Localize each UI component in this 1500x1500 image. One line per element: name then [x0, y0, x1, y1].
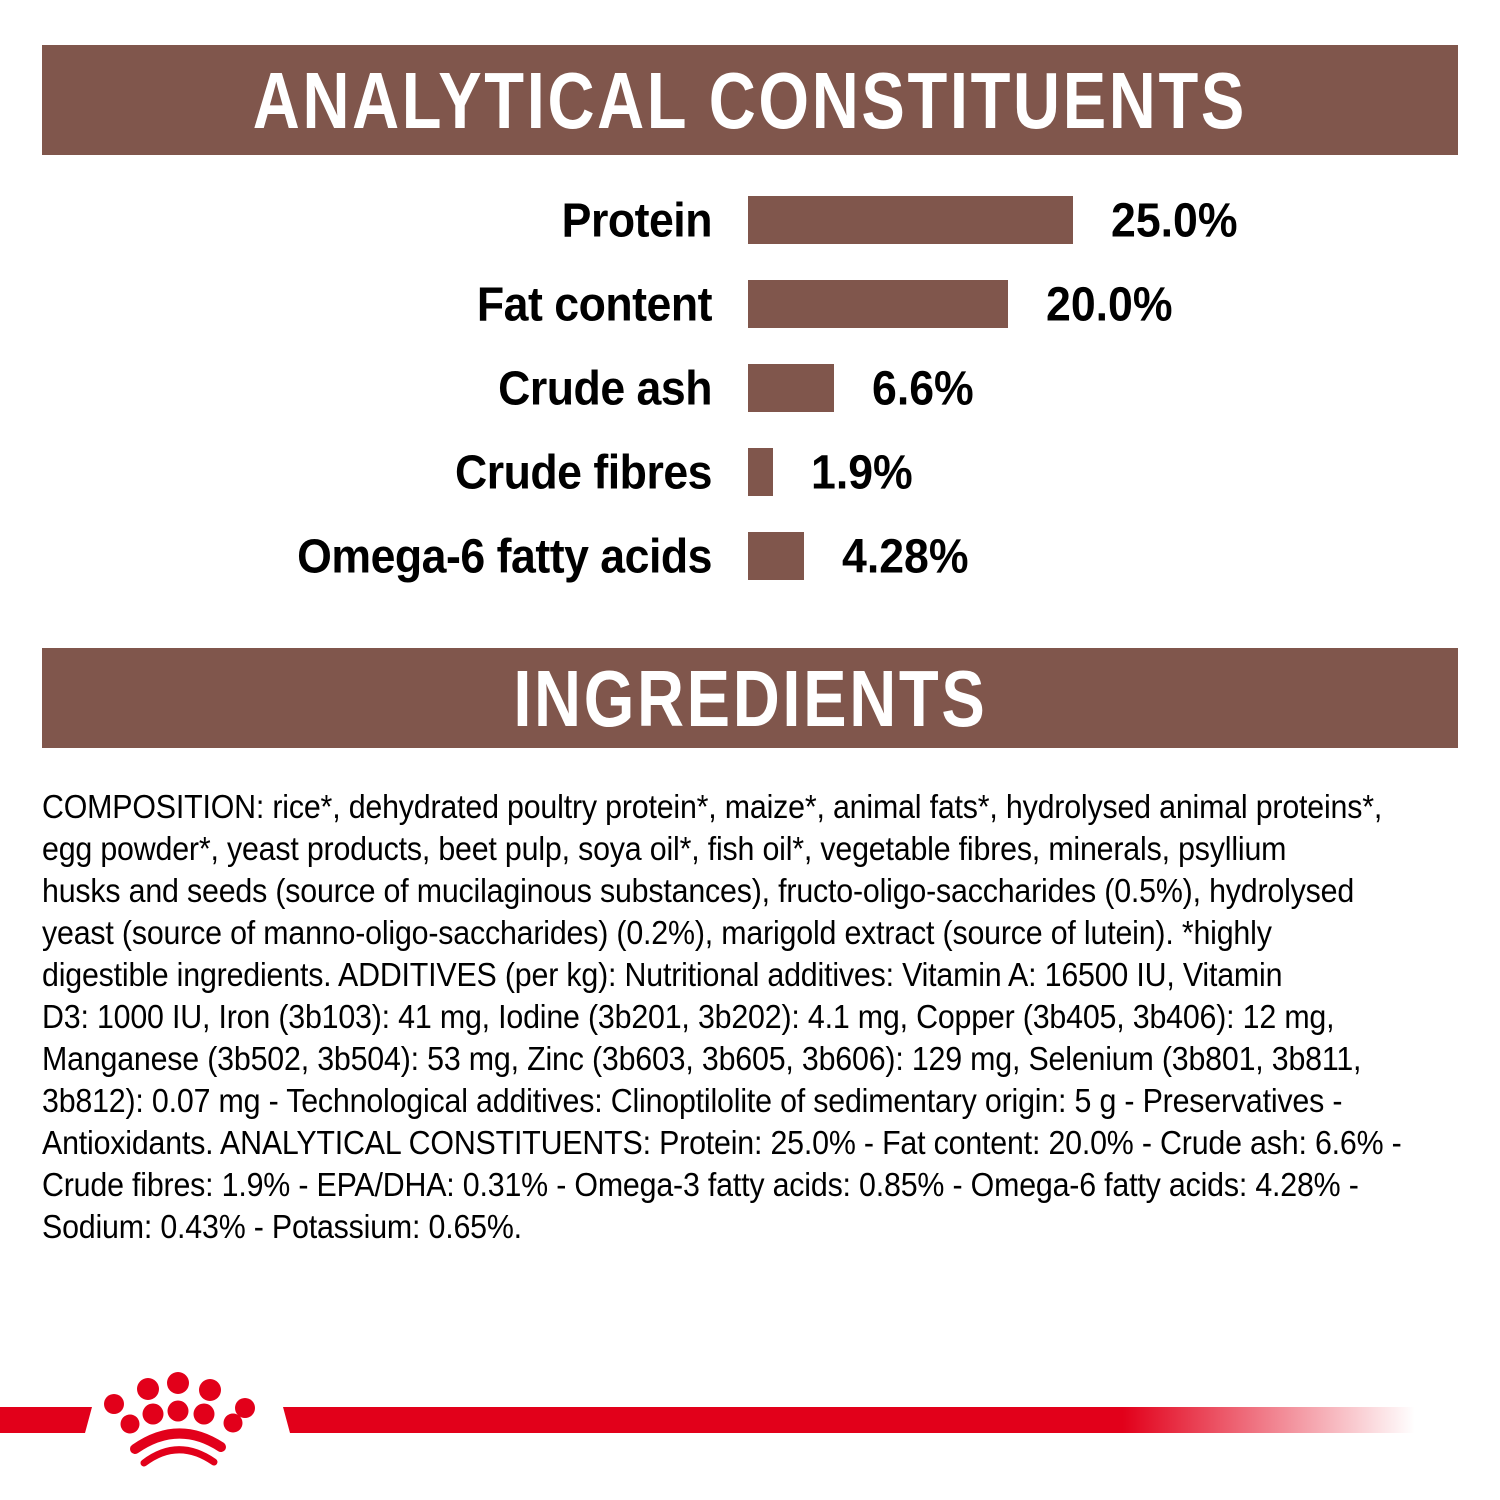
- composition-line: Sodium: 0.43% - Potassium: 0.65%.: [42, 1208, 522, 1245]
- chart-value-label: 1.9%: [811, 444, 913, 500]
- chart-row: Crude fibres 1.9%: [42, 430, 1458, 514]
- composition-line: egg powder*, yeast products, beet pulp, …: [42, 830, 1287, 867]
- composition-line: husks and seeds (source of mucilaginous …: [42, 872, 1355, 909]
- crown-dot: [137, 1378, 159, 1400]
- crown-dot: [142, 1403, 164, 1425]
- composition-text: COMPOSITION: rice*, dehydrated poultry p…: [42, 786, 1472, 1248]
- chart-category-label: Fat content: [476, 276, 713, 332]
- chart-category-label: Crude fibres: [454, 444, 712, 500]
- chart-bar: [748, 532, 804, 580]
- composition-line: D3: 1000 IU, Iron (3b103): 41 mg, Iodine…: [42, 998, 1335, 1035]
- chart-value-label: 20.0%: [1046, 276, 1173, 332]
- chart-category-label: Crude ash: [498, 360, 712, 416]
- chart-row: Fat content 20.0%: [42, 262, 1458, 346]
- chart-category-label: Protein: [561, 192, 713, 248]
- chart-row: Omega-6 fatty acids 4.28%: [42, 514, 1458, 598]
- composition-line: Manganese (3b502, 3b504): 53 mg, Zinc (3…: [42, 1040, 1362, 1077]
- chart-bar: [748, 280, 1008, 328]
- analytical-constituents-chart: Protein 25.0% Fat content 20.0% Crude ash 6.6…: [42, 178, 1458, 598]
- crown-dot: [104, 1394, 124, 1414]
- composition-line: digestible ingredients. ADDITIVES (per k…: [42, 956, 1283, 993]
- chart-bar: [748, 448, 773, 496]
- crown-dot: [167, 1400, 189, 1422]
- chart-value-label: 25.0%: [1111, 192, 1238, 248]
- brand-line-right-segment: [283, 1407, 1500, 1433]
- composition-line: Antioxidants. ANALYTICAL CONSTITUENTS: P…: [42, 1124, 1402, 1161]
- analytical-constituents-title: ANALYTICAL CONSTITUENTS: [252, 55, 1248, 145]
- chart-bar: [748, 364, 834, 412]
- chart-row: Crude ash 6.6%: [42, 346, 1458, 430]
- crown-arc-lower: [140, 1446, 218, 1467]
- chart-bar: [748, 196, 1073, 244]
- crown-dot: [120, 1414, 140, 1434]
- crown-dot: [235, 1398, 255, 1418]
- chart-value-label: 6.6%: [872, 360, 974, 416]
- chart-value-label: 4.28%: [842, 528, 969, 584]
- composition-line: 3b812): 0.07 mg - Technological additive…: [42, 1082, 1343, 1119]
- chart-row: Protein 25.0%: [42, 178, 1458, 262]
- analytical-constituents-header: ANALYTICAL CONSTITUENTS: [42, 45, 1458, 155]
- crown-dot: [199, 1379, 221, 1401]
- royal-canin-crown-icon: [104, 1372, 255, 1467]
- crown-dot: [167, 1372, 189, 1394]
- crown-dots: [104, 1372, 255, 1434]
- crown-arcs: [130, 1428, 226, 1467]
- ingredients-title: INGREDIENTS: [512, 653, 988, 743]
- crown-dot: [193, 1403, 215, 1425]
- crown-dot: [223, 1413, 243, 1433]
- chart-category-label: Omega-6 fatty acids: [297, 528, 712, 584]
- brand-line-left-segment: [0, 1407, 92, 1433]
- crown-arc-upper: [130, 1428, 226, 1454]
- composition-line: yeast (source of manno-oligo-saccharides…: [42, 914, 1272, 951]
- composition-line: Crude fibres: 1.9% - EPA/DHA: 0.31% - Om…: [42, 1166, 1359, 1203]
- ingredients-header: INGREDIENTS: [42, 648, 1458, 748]
- composition-line: COMPOSITION: rice*, dehydrated poultry p…: [42, 788, 1383, 825]
